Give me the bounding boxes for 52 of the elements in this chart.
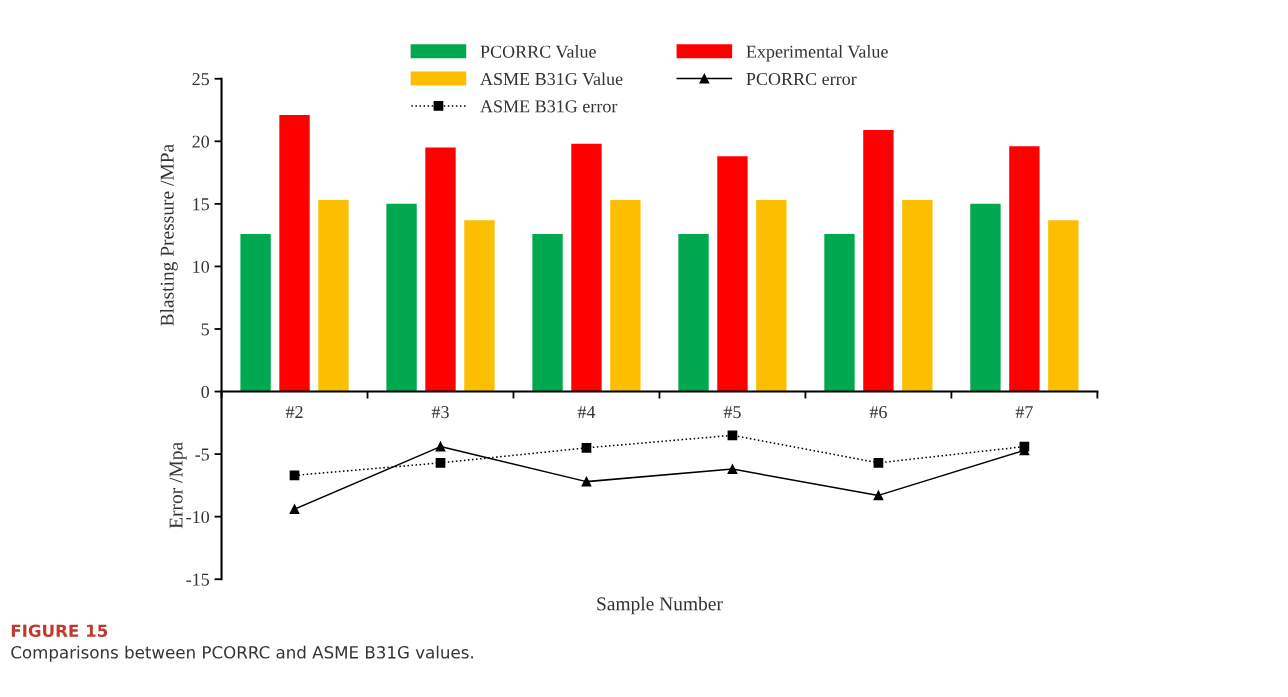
- bar: [717, 156, 748, 392]
- bar: [970, 203, 1001, 392]
- point: [873, 457, 884, 468]
- x-tick-label: #2: [285, 406, 303, 418]
- y-tick-label: 15: [193, 198, 210, 211]
- bar: [678, 233, 709, 392]
- legend-label: ASME B31G error: [480, 100, 618, 113]
- y-tick-label: 25: [192, 73, 210, 86]
- x-tick-label: #4: [577, 406, 596, 418]
- x-axis-title: Sample Number: [597, 596, 723, 615]
- y-axis-title: Blasting Pressure /MPa: [160, 144, 178, 326]
- legend-label: Experimental Value: [746, 45, 888, 62]
- bar: [425, 147, 456, 392]
- legend-label: PCORRC error: [746, 72, 857, 86]
- point: [435, 457, 446, 468]
- y-tick-label: 0: [201, 385, 210, 398]
- bar: [386, 203, 417, 392]
- bar: [240, 233, 271, 392]
- point: [873, 490, 884, 501]
- x-tick-label: #3: [431, 406, 449, 419]
- y-tick-label: 20: [192, 135, 210, 148]
- point: [581, 476, 592, 487]
- legend-label: ASME B31G Value: [480, 72, 623, 86]
- bar: [824, 233, 855, 392]
- point: [727, 464, 738, 474]
- y-tick-label: 10: [193, 260, 210, 273]
- bar: [756, 200, 787, 392]
- y-tick-label: -5: [195, 448, 210, 461]
- x-tick-label: #5: [723, 406, 741, 419]
- bar: [1048, 220, 1079, 392]
- bar: [532, 233, 563, 392]
- y-tick-label: 5: [201, 323, 210, 336]
- bar: [902, 200, 933, 392]
- bar: [610, 200, 641, 392]
- y-tick-label: -15: [186, 573, 210, 586]
- bar: [1009, 146, 1040, 392]
- point: [581, 442, 592, 453]
- point: [435, 441, 446, 452]
- x-tick-label: #7: [1015, 406, 1033, 418]
- bar: [318, 200, 349, 392]
- text: Comparisons between PCORRC and ASME B31G values.: [11, 645, 473, 662]
- point: [727, 430, 738, 441]
- point: [289, 504, 300, 515]
- bar: [279, 115, 310, 392]
- bar: [863, 130, 894, 392]
- y-tick-label: -10: [186, 510, 210, 524]
- bar: [464, 220, 495, 392]
- bar: [571, 143, 602, 392]
- caption: FIGURE 15: [11, 624, 108, 638]
- text: Error /Mpa: [169, 442, 187, 529]
- legend-label: PCORRC Value: [480, 45, 596, 58]
- x-tick-label: #6: [869, 406, 887, 419]
